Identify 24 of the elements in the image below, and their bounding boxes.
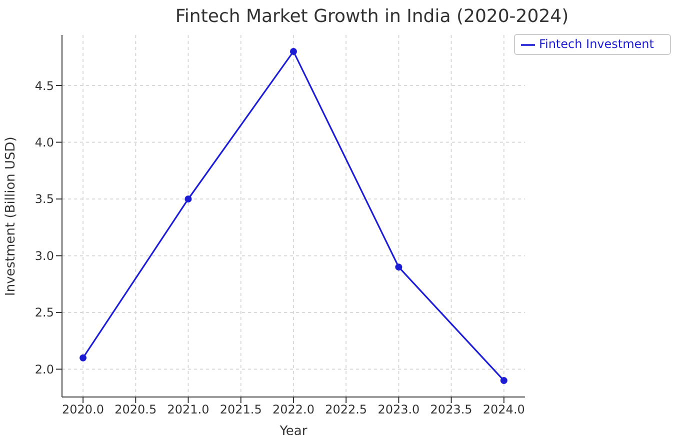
y-tick-label: 4.5 — [34, 78, 54, 93]
x-tick-label: 2022.0 — [272, 402, 314, 417]
point — [184, 195, 192, 202]
y-tick-label: 3.0 — [34, 248, 54, 263]
y-tick-label: 2.0 — [34, 362, 54, 376]
point — [80, 354, 87, 362]
y-tick-label: 2.5 — [34, 306, 54, 320]
point — [290, 48, 297, 55]
x-tick-label: 2022.5 — [325, 402, 368, 417]
y-axis-title: Investment (Billion USD) — [4, 136, 19, 296]
x-tick-label: 2021.0 — [167, 402, 210, 417]
x-axis-title: Year — [278, 424, 308, 435]
point — [500, 377, 508, 384]
x-tick-label: 2020.5 — [114, 402, 157, 417]
chart-title: Fintech Market Growth in India (2020-2024) — [174, 6, 570, 27]
legend-label: Fintech Investment — [538, 37, 654, 51]
x-tick-label: 2023.0 — [378, 402, 420, 417]
x-tick-label: 2024.0 — [482, 402, 525, 417]
x-tick-label: 2021.5 — [220, 402, 262, 417]
y-tick-label: 4.0 — [34, 136, 54, 150]
y-tick-label: 3.5 — [34, 192, 54, 206]
x-tick-label: 2023.5 — [430, 402, 472, 417]
point — [395, 264, 402, 271]
x-tick-label: 2020.0 — [62, 402, 104, 417]
